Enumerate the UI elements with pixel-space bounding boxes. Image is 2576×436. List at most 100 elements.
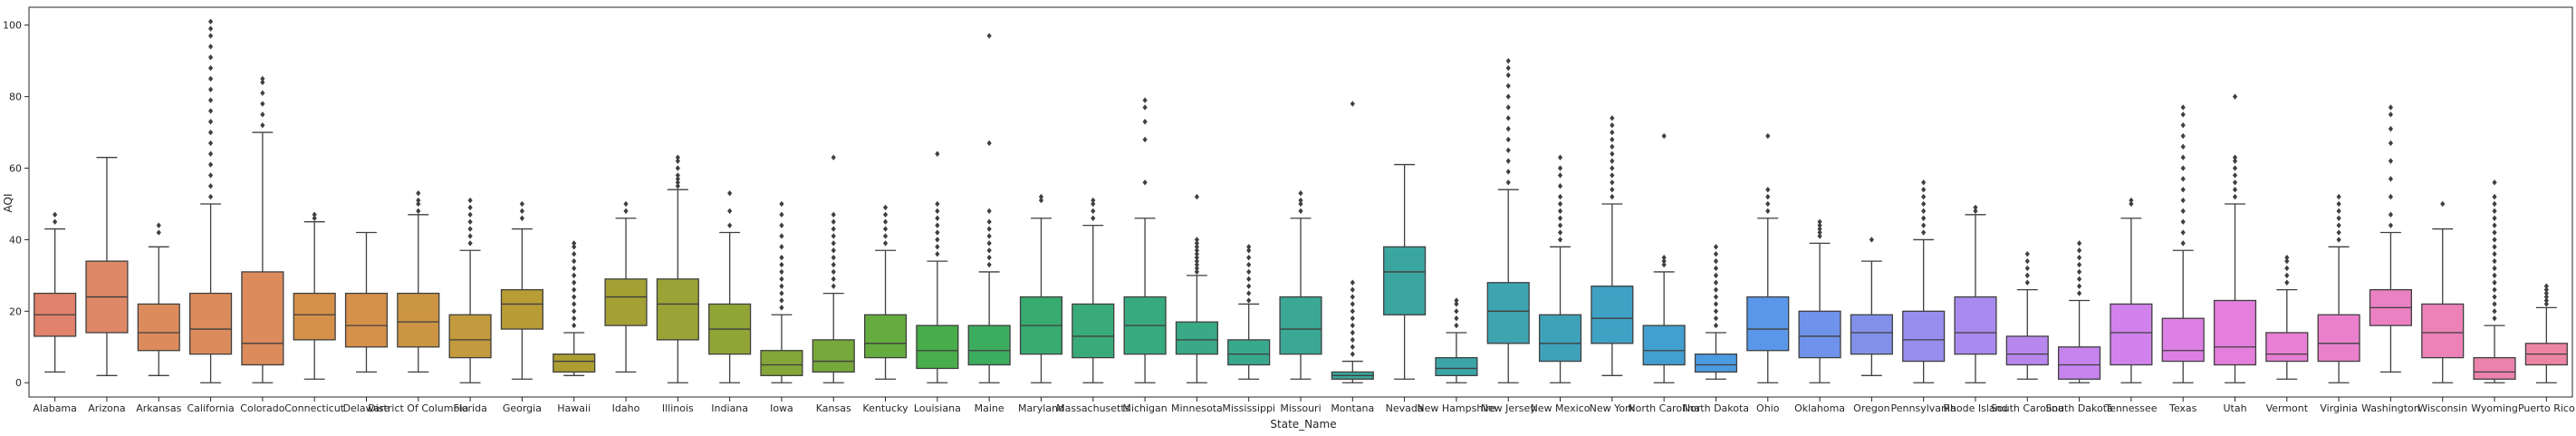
box-louisiana xyxy=(916,325,959,370)
outlier-virginia xyxy=(2336,193,2341,200)
outlier-south-dakota xyxy=(2076,261,2082,268)
x-tick-label-colorado: Colorado xyxy=(240,402,284,414)
outlier-hawaii xyxy=(572,301,577,307)
outlier-hawaii xyxy=(572,322,577,329)
outlier-arkansas xyxy=(156,229,161,236)
outlier-puerto-rico xyxy=(2543,297,2549,304)
outlier-hawaii xyxy=(572,272,577,279)
outlier-texas xyxy=(2180,143,2186,150)
outlier-iowa xyxy=(779,261,784,268)
outlier-south-carolina xyxy=(2024,251,2030,257)
x-tick-label-texas: Texas xyxy=(2168,402,2197,414)
outlier-massachusetts xyxy=(1091,215,1096,221)
outlier-michigan xyxy=(1142,179,1148,186)
outlier-new-hampshire xyxy=(1454,297,1459,304)
outlier-florida xyxy=(467,233,473,239)
x-tick-label-new-mexico: New Mexico xyxy=(1531,402,1591,414)
outlier-iowa xyxy=(779,283,784,289)
outlier-new-hampshire xyxy=(1454,315,1459,322)
outlier-california xyxy=(207,33,214,39)
outlier-wyoming xyxy=(2492,193,2497,200)
box-virginia xyxy=(2317,314,2360,363)
outlier-mississippi xyxy=(1246,290,1252,296)
outlier-hawaii xyxy=(572,308,577,315)
outlier-massachusetts xyxy=(1091,197,1096,204)
outlier-kansas xyxy=(831,226,836,232)
outlier-iowa xyxy=(779,305,784,311)
outlier-illinois xyxy=(675,165,680,171)
outlier-puerto-rico xyxy=(2543,290,2549,296)
y-tick-label: 60 xyxy=(9,163,22,175)
outlier-south-dakota xyxy=(2076,240,2082,247)
outlier-indiana xyxy=(727,208,733,215)
outlier-washington xyxy=(2388,104,2394,111)
x-tick-label-michigan: Michigan xyxy=(1122,402,1167,414)
box-new-york xyxy=(1591,286,1634,344)
outlier-maine xyxy=(986,247,992,254)
outlier-mississippi xyxy=(1246,283,1252,289)
outlier-massachusetts xyxy=(1091,200,1096,208)
outlier-iowa xyxy=(779,297,784,304)
outlier-louisiana xyxy=(935,237,940,243)
outlier-texas xyxy=(2180,104,2186,111)
box-new-mexico xyxy=(1538,314,1582,363)
outlier-new-york xyxy=(1610,158,1615,164)
outlier-new-mexico xyxy=(1557,237,1563,243)
outlier-massachusetts xyxy=(1091,208,1096,215)
outlier-california xyxy=(207,44,214,50)
outlier-vermont xyxy=(2284,279,2290,286)
outlier-mississippi xyxy=(1246,276,1252,283)
outlier-alabama xyxy=(53,218,58,225)
outlier-louisiana xyxy=(935,222,940,228)
outlier-mississippi xyxy=(1246,247,1252,254)
x-tick-label-illinois: Illinois xyxy=(662,402,694,414)
outlier-kansas xyxy=(831,268,836,276)
x-tick-label-arizona: Arizona xyxy=(88,402,125,414)
outlier-washington xyxy=(2388,158,2394,164)
outlier-kentucky xyxy=(882,211,889,218)
outlier-north-carolina xyxy=(1661,257,1667,265)
outlier-wyoming xyxy=(2492,208,2497,215)
outlier-california xyxy=(207,119,214,125)
outlier-california xyxy=(207,75,214,82)
outlier-south-carolina xyxy=(2024,272,2030,279)
box-massachusetts xyxy=(1072,303,1115,359)
outlier-washington xyxy=(2388,125,2394,132)
outlier-maine xyxy=(986,140,992,147)
outlier-washington xyxy=(2388,140,2394,147)
x-tick-label-georgia: Georgia xyxy=(503,402,542,414)
x-tick-label-tennessee: Tennessee xyxy=(2104,402,2158,414)
plot-frame xyxy=(28,6,2573,398)
outlier-mississippi xyxy=(1246,254,1252,261)
outlier-puerto-rico xyxy=(2543,294,2549,300)
outlier-wyoming xyxy=(2492,257,2497,265)
outlier-utah xyxy=(2232,179,2238,186)
outlier-texas xyxy=(2180,111,2186,118)
outlier-idaho xyxy=(623,208,629,215)
box-new-hampshire xyxy=(1435,356,1478,376)
outlier-district-of-columbia xyxy=(416,200,421,208)
y-tick-label: 20 xyxy=(9,305,22,317)
box-south-carolina xyxy=(2005,335,2049,366)
box-kansas xyxy=(812,339,855,373)
box-north-carolina xyxy=(1642,325,1686,366)
outlier-missouri xyxy=(1298,200,1303,208)
outlier-maine xyxy=(986,240,992,247)
outlier-new-jersey xyxy=(1505,57,1511,64)
outlier-north-dakota xyxy=(1713,286,1719,293)
box-tennessee xyxy=(2110,303,2153,366)
outlier-new-mexico xyxy=(1557,183,1563,189)
outlier-new-mexico xyxy=(1557,165,1563,171)
outlier-new-york xyxy=(1610,121,1615,129)
outlier-maine xyxy=(986,226,992,232)
outlier-pennsylvania xyxy=(1921,179,1927,186)
outlier-texas xyxy=(2180,132,2186,140)
outlier-wyoming xyxy=(2492,294,2497,300)
x-tick-label-louisiana: Louisiana xyxy=(914,402,961,414)
outlier-wyoming xyxy=(2492,286,2497,293)
outlier-mississippi xyxy=(1246,244,1252,250)
x-tick-label-arkansas: Arkansas xyxy=(136,402,181,414)
outlier-tennessee xyxy=(2129,197,2134,204)
y-tick-label: 80 xyxy=(9,92,22,103)
